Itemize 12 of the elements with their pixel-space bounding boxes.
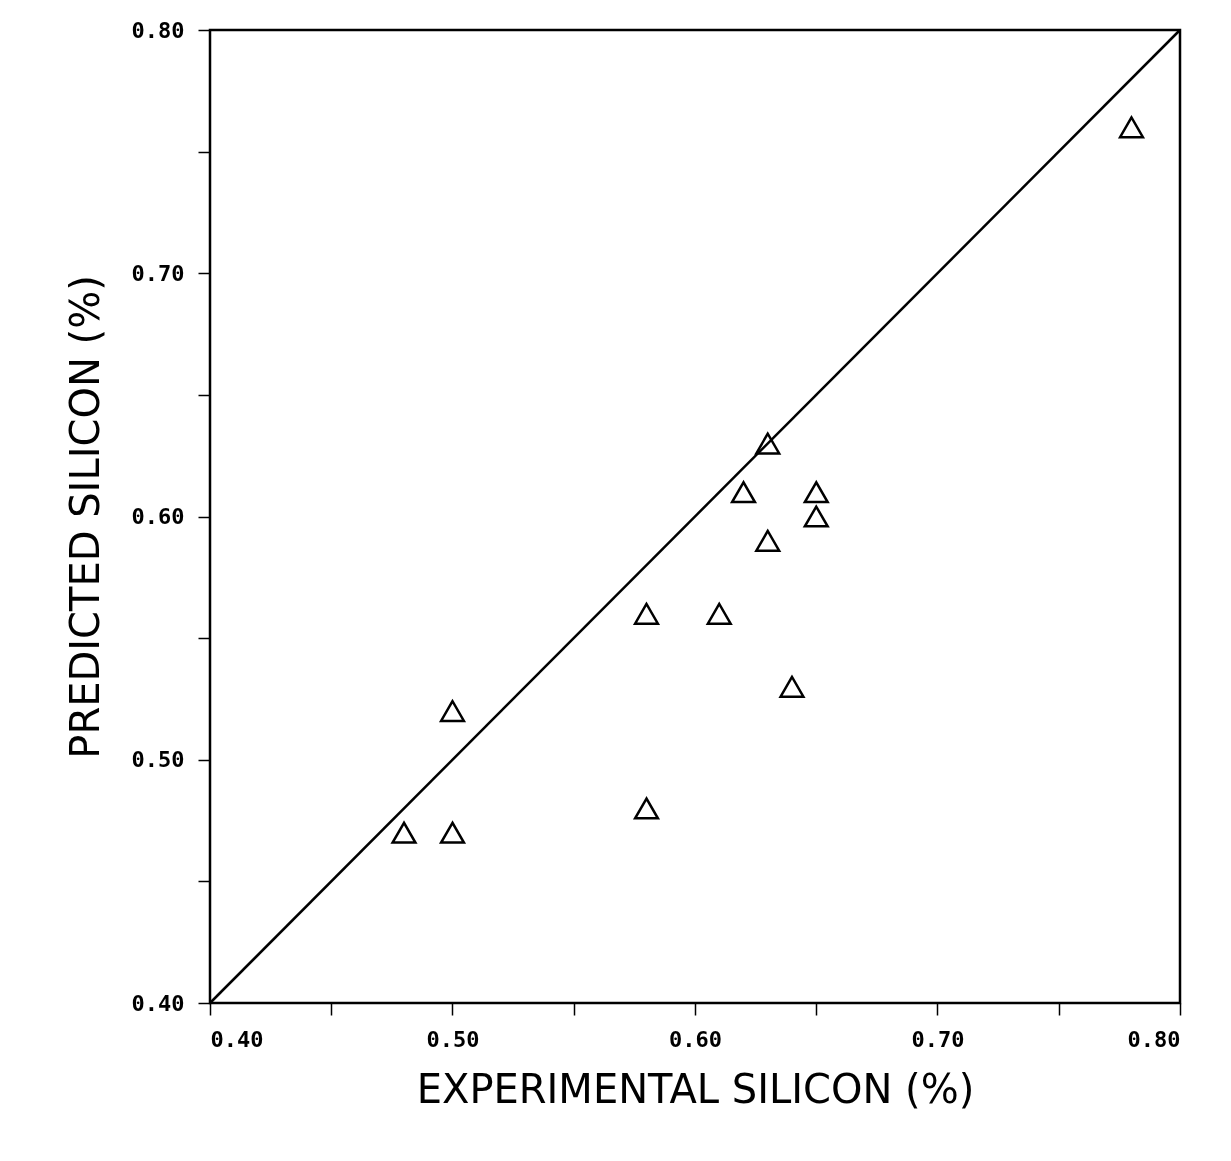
x-tick-label: 0.80 [1127, 1026, 1181, 1052]
y-tick-label: 0.40 [131, 990, 185, 1016]
y-tick-label: 0.50 [131, 747, 185, 773]
y-tick-label: 0.60 [131, 504, 185, 529]
y-axis-title: PREDICTED SILICON (%) [61, 275, 108, 759]
y-tick-label: 0.80 [131, 17, 185, 43]
y-tick-label: 0.70 [131, 260, 185, 286]
x-tick-label: 0.40 [210, 1026, 264, 1052]
x-tick-label: 0.60 [669, 1026, 722, 1052]
x-tick-label: 0.50 [426, 1026, 480, 1052]
x-axis-title: EXPERIMENTAL SILICON (%) [416, 1065, 975, 1112]
x-tick-label: 0.70 [911, 1026, 965, 1052]
